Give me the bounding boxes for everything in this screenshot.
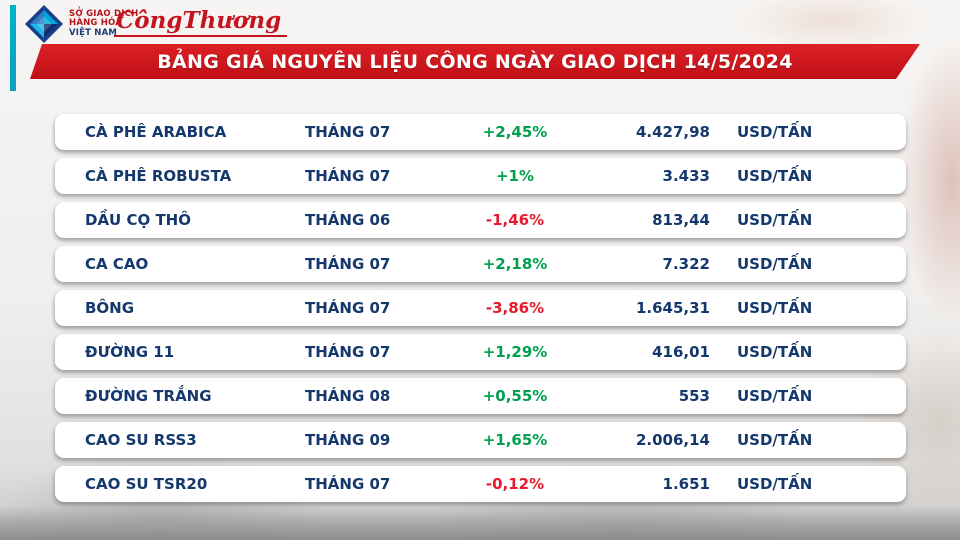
contract-month: THÁNG 07 — [305, 475, 391, 493]
price-value: 3.433 — [662, 167, 710, 185]
change-percent: -3,86% — [485, 299, 545, 317]
contract-month: THÁNG 07 — [305, 343, 391, 361]
bottom-blur-strip — [0, 506, 960, 540]
commodity-name: BÔNG — [85, 299, 135, 317]
change-percent: +2,18% — [482, 255, 548, 273]
price-unit: USD/TẤN — [737, 431, 813, 449]
change-percent: +1,65% — [482, 431, 548, 449]
table-row: CAO SU TSR20 THÁNG 07 -0,12% 1.651 USD/T… — [55, 466, 906, 502]
commodity-name: ĐƯỜNG 11 — [85, 343, 175, 361]
contract-month: THÁNG 06 — [305, 211, 391, 229]
change-percent: +2,45% — [482, 123, 548, 141]
price-unit: USD/TẤN — [737, 343, 813, 361]
contract-month: THÁNG 08 — [305, 387, 391, 405]
price-unit: USD/TẤN — [737, 475, 813, 493]
change-percent: -0,12% — [485, 475, 545, 493]
table-row: DẦU CỌ THÔ THÁNG 06 -1,46% 813,44 USD/TẤ… — [55, 202, 906, 238]
mxv-text-line1: SỞ GIAO DỊCH — [69, 9, 139, 20]
price-value: 1.651 — [662, 475, 710, 493]
mxv-logo: SỞ GIAO DỊCH HÀNG HÓA VIỆT NAM — [24, 4, 138, 44]
change-percent: +1,29% — [482, 343, 548, 361]
change-percent: +1% — [495, 167, 535, 185]
price-value: 7.322 — [662, 255, 710, 273]
commodity-name: CA CAO — [85, 255, 149, 273]
table-row: ĐƯỜNG 11 THÁNG 07 +1,29% 416,01 USD/TẤN — [55, 334, 906, 370]
table-row: CÀ PHÊ ARABICA THÁNG 07 +2,45% 4.427,98 … — [55, 114, 906, 150]
commodity-name: CAO SU TSR20 — [85, 475, 208, 493]
mxv-diamond-icon — [25, 5, 63, 43]
left-accent-stripe — [10, 5, 16, 91]
table-row: CÀ PHÊ ROBUSTA THÁNG 07 +1% 3.433 USD/TẤ… — [55, 158, 906, 194]
contract-month: THÁNG 07 — [305, 255, 391, 273]
mxv-text-line3: VIỆT NAM — [69, 27, 118, 38]
price-value: 1.645,31 — [635, 299, 710, 317]
price-value: 416,01 — [652, 343, 710, 361]
contract-month: THÁNG 07 — [305, 123, 391, 141]
commodity-name: ĐƯỜNG TRẮNG — [85, 387, 212, 405]
price-value: 553 — [678, 387, 710, 405]
mxv-text-line2: HÀNG HÓA — [69, 18, 123, 29]
commodity-name: DẦU CỌ THÔ — [85, 211, 191, 229]
congthuong-logo: CôngThương — [114, 7, 288, 38]
table-row: CAO SU RSS3 THÁNG 09 +1,65% 2.006,14 USD… — [55, 422, 906, 458]
price-unit: USD/TẤN — [737, 299, 813, 317]
table-row: BÔNG THÁNG 07 -3,86% 1.645,31 USD/TẤN — [55, 290, 906, 326]
congthuong-wordmark: CôngThương — [116, 7, 282, 34]
change-percent: -1,46% — [485, 211, 545, 229]
table-row: CA CAO THÁNG 07 +2,18% 7.322 USD/TẤN — [55, 246, 906, 282]
table-row: ĐƯỜNG TRẮNG THÁNG 08 +0,55% 553 USD/TẤN — [55, 378, 906, 414]
contract-month: THÁNG 07 — [305, 299, 391, 317]
price-unit: USD/TẤN — [737, 167, 813, 185]
title-banner: BẢNG GIÁ NGUYÊN LIỆU CÔNG NGÀY GIAO DỊCH… — [30, 44, 920, 79]
price-value: 4.427,98 — [635, 123, 710, 141]
price-value: 2.006,14 — [635, 431, 710, 449]
price-unit: USD/TẤN — [737, 387, 813, 405]
mxv-logo-text: SỞ GIAO DỊCH HÀNG HÓA VIỆT NAM — [69, 10, 138, 38]
price-value: 813,44 — [652, 211, 710, 229]
change-percent: +0,55% — [482, 387, 548, 405]
commodity-name: CAO SU RSS3 — [85, 431, 197, 449]
commodity-name: CÀ PHÊ ARABICA — [85, 123, 227, 141]
price-table: CÀ PHÊ ARABICA THÁNG 07 +2,45% 4.427,98 … — [55, 114, 906, 502]
price-unit: USD/TẤN — [737, 211, 813, 229]
price-unit: USD/TẤN — [737, 123, 813, 141]
contract-month: THÁNG 09 — [305, 431, 391, 449]
price-unit: USD/TẤN — [737, 255, 813, 273]
contract-month: THÁNG 07 — [305, 167, 391, 185]
page-title: BẢNG GIÁ NGUYÊN LIỆU CÔNG NGÀY GIAO DỊCH… — [157, 50, 793, 73]
commodity-name: CÀ PHÊ ROBUSTA — [85, 167, 232, 185]
